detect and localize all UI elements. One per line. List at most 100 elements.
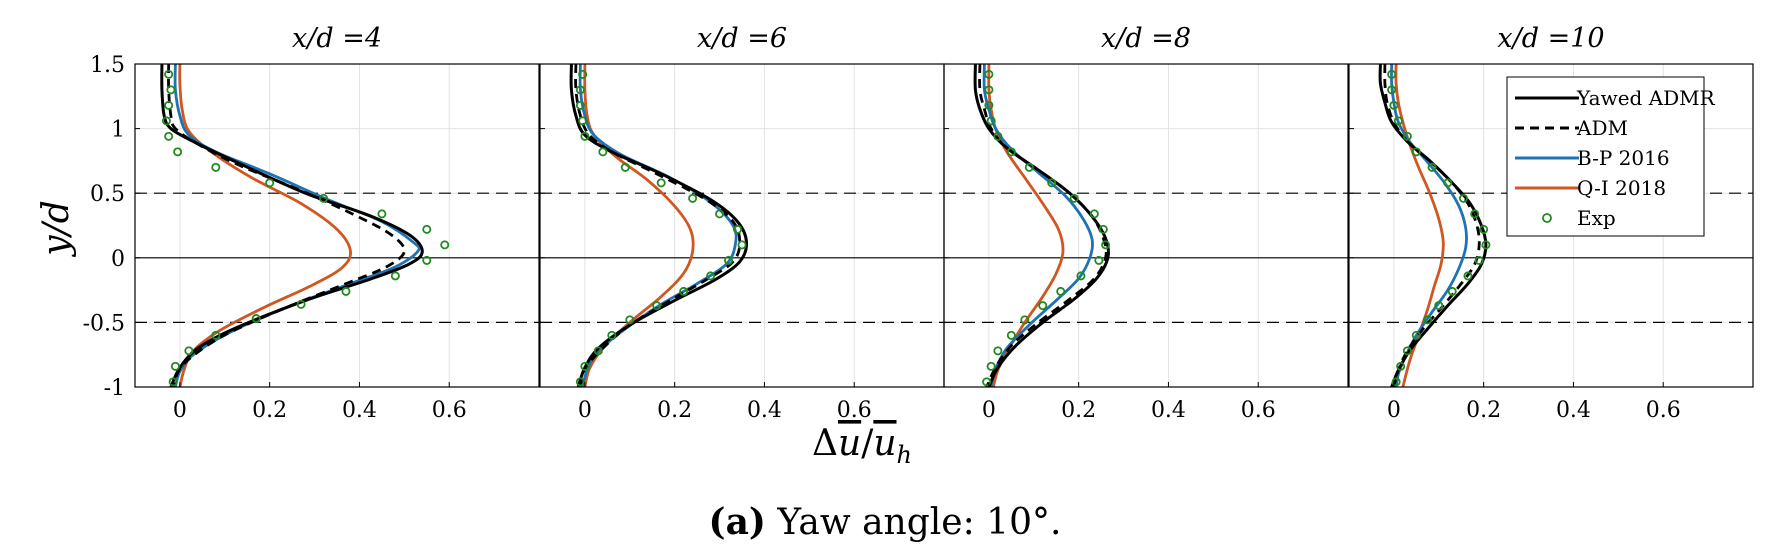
exp-marker	[598, 147, 608, 157]
exp-marker	[164, 69, 174, 79]
exp-marker	[1479, 224, 1489, 234]
exp-marker	[986, 361, 996, 371]
legend-label-bp-2016: B-P 2016	[1577, 146, 1670, 170]
series-line-bp-2016	[1390, 64, 1468, 387]
series-line-qi-2018	[987, 64, 1065, 387]
exp-marker	[715, 209, 725, 219]
exp-marker	[575, 85, 585, 95]
exp-marker	[1470, 209, 1480, 219]
series-line-adm	[1383, 64, 1481, 387]
x-tick-label: 0.6	[837, 398, 872, 423]
exp-marker	[1463, 271, 1473, 281]
y-tick-label: 0.5	[90, 182, 125, 207]
exp-marker	[377, 209, 387, 219]
exp-marker	[265, 178, 275, 188]
caption-label: (a)	[709, 501, 766, 543]
exp-marker	[1423, 315, 1433, 325]
exp-marker	[1402, 131, 1412, 141]
exp-marker	[166, 85, 176, 95]
exp-marker	[578, 69, 588, 79]
exp-marker	[1076, 271, 1086, 281]
series-group	[569, 64, 749, 387]
exp-marker	[1389, 100, 1399, 110]
x-tick-label: 0.6	[1241, 398, 1276, 423]
exp-marker	[993, 131, 1003, 141]
exp-marker	[184, 346, 194, 356]
exp-marker	[1024, 162, 1034, 172]
x-tick-label: 0.4	[1151, 398, 1186, 423]
panel-title: x/d =6	[697, 23, 787, 54]
exp-marker	[161, 116, 171, 126]
series-group	[973, 64, 1111, 387]
panel-3: 0 0.2 0.4 0.6 x/d =8	[943, 23, 1349, 423]
exp-marker	[737, 240, 747, 250]
exp-marker	[1434, 301, 1444, 311]
exp-marker	[625, 315, 635, 325]
exp-marker	[1387, 69, 1397, 79]
exp-marker	[1038, 301, 1048, 311]
legend-label-qi-2018: Q-I 2018	[1577, 176, 1666, 200]
x-axis-label-u2: u	[873, 423, 896, 464]
exp-marker	[575, 377, 585, 387]
x-axis-label-u1: u	[838, 423, 861, 464]
exp-marker	[170, 361, 180, 371]
x-tick-label: 0	[1387, 398, 1401, 423]
panel-frame	[134, 63, 540, 388]
exp-marker	[1481, 240, 1491, 250]
x-axis-label: Δu/uh	[812, 423, 912, 469]
x-tick-label: 0.4	[1556, 398, 1591, 423]
exp-marker	[211, 330, 221, 340]
exp-marker	[319, 193, 329, 203]
caption-text: Yaw angle: 10°.	[766, 502, 1061, 543]
exp-marker	[982, 377, 992, 387]
exp-marker	[1069, 193, 1079, 203]
exp-marker	[1458, 193, 1468, 203]
exp-marker	[580, 361, 590, 371]
exp-marker	[575, 100, 585, 110]
exp-marker	[656, 178, 666, 188]
legend-label-exp: Exp	[1577, 206, 1616, 230]
exp-marker	[1020, 315, 1030, 325]
series-line-bp-2016	[578, 64, 738, 387]
exp-marker	[422, 255, 432, 265]
exp-marker	[440, 240, 450, 250]
exp-marker	[296, 299, 306, 309]
x-tick-label: 0.6	[432, 398, 467, 423]
exp-marker	[984, 100, 994, 110]
exp-marker	[1098, 224, 1108, 234]
y-axis-label: y/d	[36, 200, 77, 258]
exp-marker	[1094, 255, 1104, 265]
exp-marker	[1387, 85, 1397, 95]
exp-marker	[1047, 178, 1057, 188]
series-line-adm	[167, 64, 406, 387]
series-line-adm	[574, 64, 742, 387]
x-axis-label-num: Δ	[812, 423, 838, 464]
exp-marker	[211, 162, 221, 172]
y-tick-label: -1	[104, 376, 125, 401]
exp-marker	[390, 271, 400, 281]
exp-marker	[688, 193, 698, 203]
caption: (a) Yaw angle: 10°.	[709, 501, 1062, 543]
legend: Yawed ADMR ADM B-P 2016 Q-I 2018 Exp	[1506, 76, 1716, 237]
exp-marker	[341, 286, 351, 296]
exp-marker	[580, 131, 590, 141]
legend-label-yawed-admr: Yawed ADMR	[1576, 86, 1716, 110]
legend-label-adm: ADM	[1576, 116, 1628, 140]
series-line-yawed-admr	[569, 64, 749, 387]
series-group	[160, 64, 450, 387]
y-tick-label: 1	[111, 118, 125, 143]
panel-frame	[943, 63, 1349, 388]
exp-marker	[1101, 240, 1111, 250]
exp-marker	[984, 85, 994, 95]
y-tick-label: 0	[111, 247, 125, 272]
x-axis-label-sub: h	[897, 441, 912, 469]
exp-marker	[607, 330, 617, 340]
x-tick-label: 0	[173, 398, 187, 423]
legend-swatch-exp	[1542, 213, 1552, 223]
y-tick-label: -0.5	[83, 311, 125, 336]
panel-frame	[1348, 63, 1754, 388]
exp-marker	[1443, 178, 1453, 188]
series-line-yawed-admr	[160, 64, 424, 387]
exp-marker	[1447, 286, 1457, 296]
